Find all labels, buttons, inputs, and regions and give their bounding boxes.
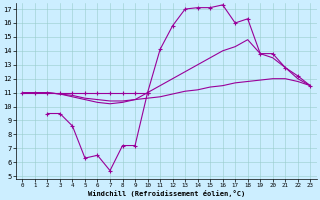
X-axis label: Windchill (Refroidissement éolien,°C): Windchill (Refroidissement éolien,°C) xyxy=(88,190,245,197)
